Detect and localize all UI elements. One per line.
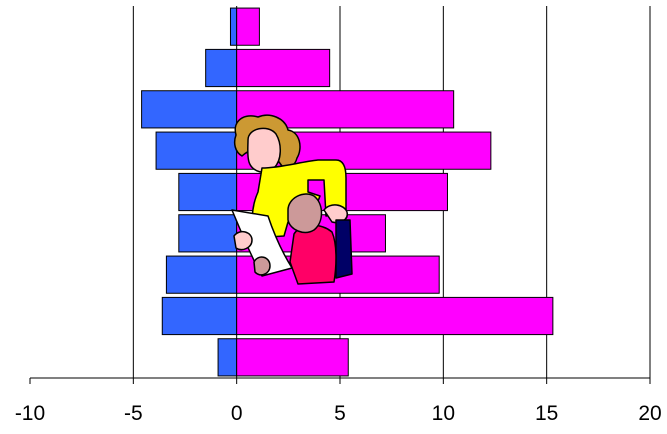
child-backpack <box>335 219 353 279</box>
child-head <box>287 193 323 234</box>
bar-negative <box>165 255 238 294</box>
x-tick-label: -10 <box>15 402 45 425</box>
bar-positive <box>236 296 554 336</box>
bar-negative <box>161 296 238 336</box>
bar-positive <box>236 338 349 377</box>
bar-negative <box>205 48 238 88</box>
bars <box>141 7 554 377</box>
bar-negative <box>155 131 238 170</box>
bar-positive <box>236 48 331 88</box>
bar-negative <box>141 90 238 129</box>
x-tick-labels: -10 -5 0 5 10 15 20 <box>15 402 662 425</box>
child-outfit <box>289 224 337 285</box>
bar-positive <box>236 7 260 46</box>
x-axis <box>29 377 651 384</box>
child-hand <box>253 256 271 276</box>
bar-negative <box>178 214 238 253</box>
x-tick-label: 15 <box>535 402 558 425</box>
x-tick-label: 10 <box>432 402 455 425</box>
x-tick-label: 0 <box>231 402 243 425</box>
x-tick-label: -5 <box>124 402 143 425</box>
bar-negative <box>217 338 238 377</box>
x-tick-label: 20 <box>638 402 661 425</box>
woman-hand-left <box>233 230 253 251</box>
teacher-reading-clipart <box>231 114 353 285</box>
bar-negative <box>229 7 238 46</box>
x-tick-label: 5 <box>334 402 346 425</box>
bar-negative <box>178 172 238 212</box>
woman-face <box>247 127 281 173</box>
